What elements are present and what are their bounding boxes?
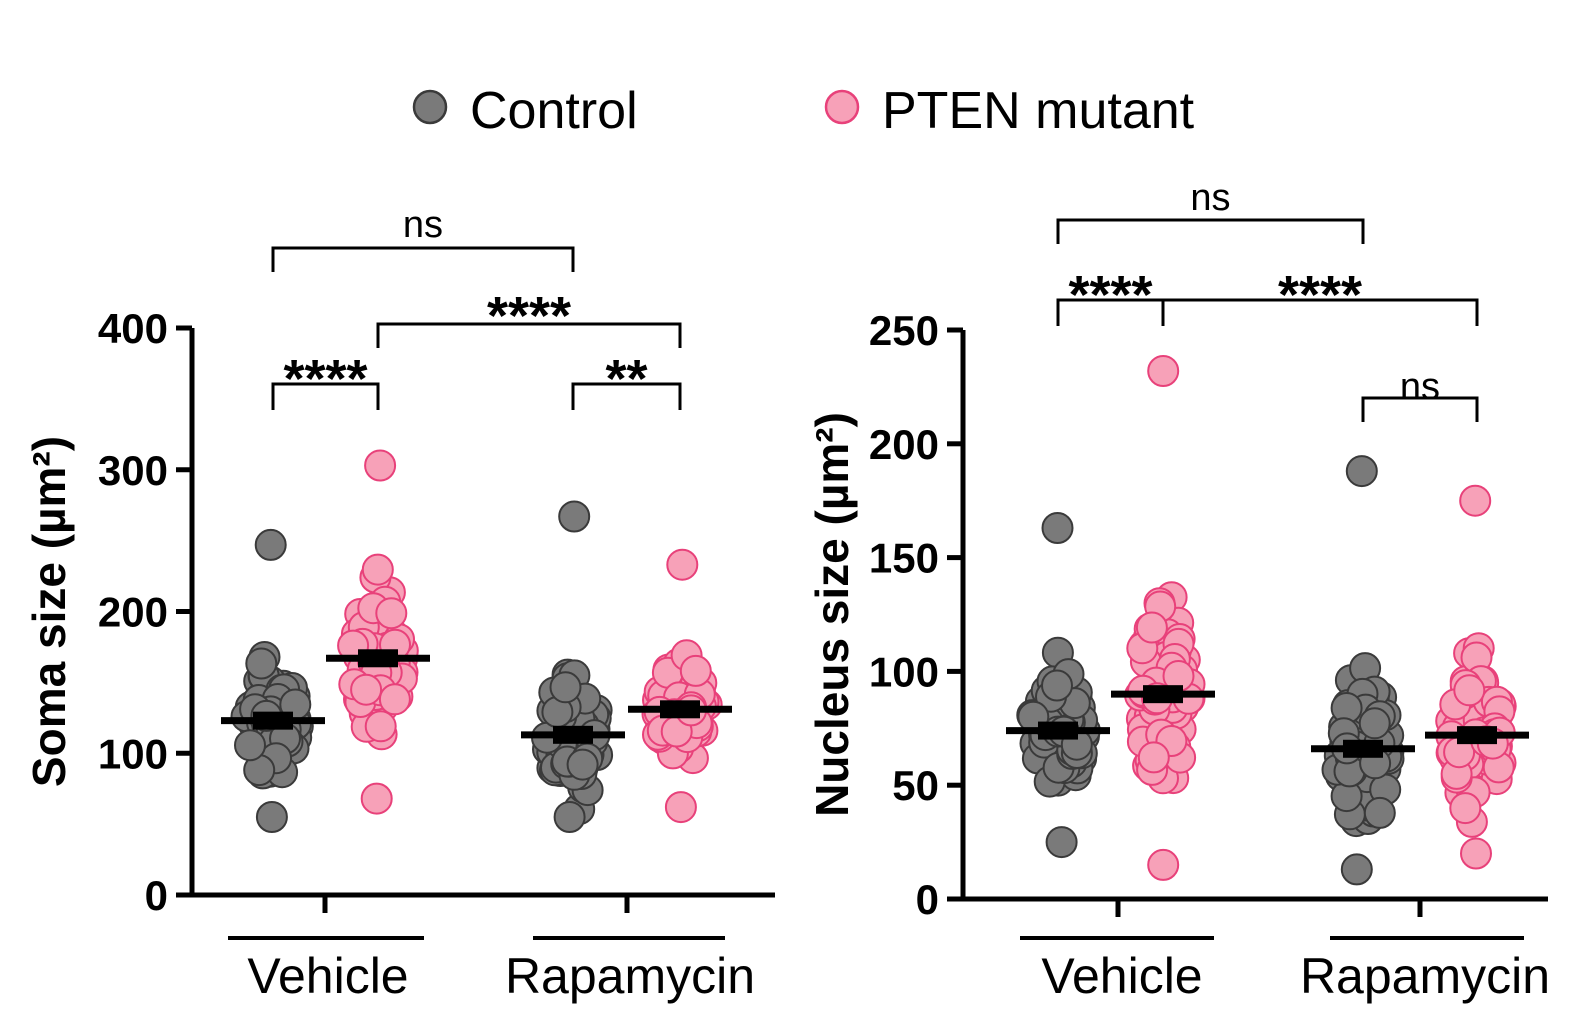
data-point <box>664 791 697 824</box>
group-label: Vehicle <box>1041 948 1202 1004</box>
y-tick-label: 250 <box>869 307 939 354</box>
data-point <box>1459 484 1492 517</box>
significance-bracket: ns <box>271 204 575 272</box>
data-point <box>378 683 411 716</box>
data-point <box>364 710 397 743</box>
significance-label: ns <box>403 204 443 246</box>
data-point <box>566 748 599 781</box>
bracket-line <box>376 322 682 348</box>
significance-bracket: ns <box>1361 366 1479 422</box>
data-point <box>375 597 408 630</box>
data-point <box>679 654 712 687</box>
significance-bracket: ** <box>571 349 682 410</box>
data-point <box>1147 355 1180 387</box>
legend-label-control: Control <box>470 82 638 140</box>
data-point <box>1460 837 1492 870</box>
series-control-rapamycin <box>521 500 625 833</box>
y-axis-title: Soma size (µm²) <box>23 436 75 787</box>
data-point <box>1135 611 1168 644</box>
data-point <box>1045 826 1078 859</box>
series-control-vehicle <box>1006 512 1110 859</box>
series-pten-mutant-rapamycin <box>1425 484 1529 870</box>
series-control-rapamycin <box>1311 455 1415 886</box>
data-point <box>1041 669 1073 702</box>
significance-bracket: ns <box>1056 177 1365 244</box>
significance-label: ns <box>1400 366 1440 408</box>
nucleus-size-panel: 0 50 100 150 200 250 Nucleus size (µm²) Vehicle… <box>806 177 1550 1004</box>
data-point <box>558 500 591 533</box>
data-point <box>1340 853 1373 886</box>
bracket-line <box>1056 218 1365 244</box>
data-point <box>1041 512 1074 544</box>
bracket-line <box>271 382 380 410</box>
legend-item-control: Control <box>412 82 638 140</box>
significance-label: ** <box>605 349 647 409</box>
data-point <box>360 782 393 815</box>
y-tick-label: 150 <box>869 535 939 582</box>
data-point <box>364 449 397 482</box>
significance-label: **** <box>283 349 367 409</box>
y-tick-label: 100 <box>98 730 168 777</box>
y-tick-label: 200 <box>869 421 939 468</box>
data-point <box>1137 741 1170 774</box>
significance-label: **** <box>1278 265 1362 325</box>
data-point <box>553 801 586 833</box>
legend: Control PTEN mutant <box>412 82 1195 140</box>
significance-label: **** <box>487 286 571 346</box>
data-point <box>1449 792 1482 825</box>
series-control-vehicle <box>221 528 325 833</box>
significance-bracket: **** <box>1056 265 1165 326</box>
significance-label: ns <box>1190 177 1230 219</box>
series-pten-mutant-vehicle <box>1111 355 1215 881</box>
data-point <box>549 671 582 704</box>
data-point <box>350 673 383 706</box>
y-tick-label: 100 <box>869 648 939 695</box>
data-point <box>361 553 394 586</box>
y-tick-label: 0 <box>145 872 168 919</box>
group-label: Rapamycin <box>505 948 755 1004</box>
significance-bracket: **** <box>1161 265 1479 326</box>
data-point <box>666 548 699 581</box>
data-point <box>1358 707 1391 740</box>
significance-bracket: **** <box>271 349 380 410</box>
data-point <box>234 729 266 762</box>
y-tick-label: 200 <box>98 589 168 636</box>
y-tick-label: 400 <box>98 305 168 352</box>
bracket-line <box>271 246 575 272</box>
data-point <box>254 528 287 561</box>
bracket-line <box>1161 298 1479 326</box>
data-point <box>1147 848 1180 881</box>
significance-bracket: **** <box>376 286 682 348</box>
bracket-line <box>571 382 682 410</box>
legend-item-pten: PTEN mutant <box>824 82 1195 140</box>
data-point <box>255 801 288 833</box>
significance-label: **** <box>1068 265 1152 325</box>
y-tick-label: 0 <box>916 876 939 923</box>
data-point <box>1345 455 1378 488</box>
series-pten-mutant-rapamycin <box>628 548 732 824</box>
group-label: Vehicle <box>247 948 408 1004</box>
data-point <box>245 647 278 680</box>
legend-marker-pten <box>824 89 860 125</box>
data-point <box>1363 796 1396 829</box>
legend-label-pten: PTEN mutant <box>882 82 1195 140</box>
y-axis-title: Nucleus size (µm²) <box>806 412 858 817</box>
series-pten-mutant-vehicle <box>326 449 430 815</box>
data-point <box>1453 674 1486 707</box>
bracket-line <box>1361 396 1479 422</box>
y-tick-label: 50 <box>892 762 939 809</box>
legend-marker-control <box>412 89 448 125</box>
group-label: Rapamycin <box>1300 948 1550 1004</box>
soma-size-panel: 0 100 200 300 400 Soma size (µm²) Vehicle Rapam… <box>23 204 775 1004</box>
y-tick-label: 300 <box>98 447 168 494</box>
